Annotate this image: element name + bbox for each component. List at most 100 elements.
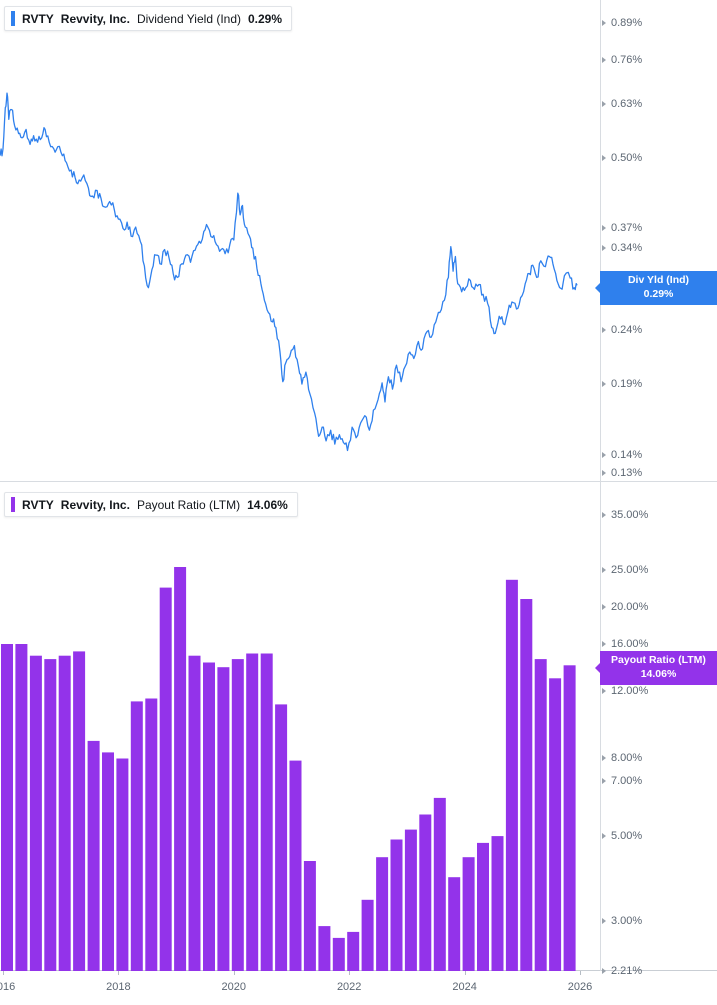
payout-ratio-bar xyxy=(145,698,158,971)
x-axis-year-label: 2020 xyxy=(221,981,247,993)
x-tick xyxy=(464,971,466,975)
payout-ratio-bar xyxy=(433,797,446,971)
dividend-yield-y-axis: Div Yld (Ind) 0.29% 0.89% 0.76% 0.63% 0.50%… xyxy=(595,0,717,481)
payout-ratio-bar xyxy=(477,842,489,971)
payout-ratio-bar xyxy=(15,644,28,971)
dividend-yield-line xyxy=(0,92,578,452)
y-tick-label: 3.00% xyxy=(600,914,642,928)
dividend-yield-line-chart[interactable] xyxy=(0,0,600,482)
y-tick-label: 7.00% xyxy=(600,774,642,788)
y-axis-line xyxy=(600,0,601,1005)
badge-label: Payout Ratio (LTM) xyxy=(611,654,706,667)
metric-label: Payout Ratio (LTM) xyxy=(136,497,241,512)
series-color-chip xyxy=(11,11,15,26)
y-tick-label: 5.00% xyxy=(600,829,642,843)
company-name: Revvity, Inc. xyxy=(60,11,130,26)
tick-arrow-icon xyxy=(602,833,606,840)
tick-arrow-icon xyxy=(602,567,606,574)
y-tick-label: 0.24% xyxy=(600,323,642,337)
y-tick-label: 2.21% xyxy=(600,964,642,978)
x-tick xyxy=(118,971,120,975)
payout-ratio-bar xyxy=(549,678,562,971)
payout-ratio-bar xyxy=(275,704,288,971)
tick-arrow-icon xyxy=(602,777,606,784)
payout-ratio-bar xyxy=(44,659,57,971)
payout-ratio-bar xyxy=(332,937,345,971)
y-tick-label: 0.14% xyxy=(600,448,642,462)
payout-ratio-bar xyxy=(361,899,374,971)
ticker-label: RVTY xyxy=(22,11,54,26)
tick-arrow-icon xyxy=(602,381,606,388)
payout-ratio-bar xyxy=(534,659,547,971)
tick-arrow-icon xyxy=(602,154,606,161)
x-axis-year-label: 2016 xyxy=(0,981,16,993)
payout-ratio-bar-chart[interactable] xyxy=(0,482,600,971)
y-tick-label: 0.76% xyxy=(600,53,642,67)
payout-ratio-panel: RVTY Revvity, Inc. Payout Ratio (LTM) 14… xyxy=(0,482,717,977)
tick-arrow-icon xyxy=(602,755,606,762)
x-tick xyxy=(349,971,351,975)
payout-ratio-bar xyxy=(130,701,143,971)
tick-arrow-icon xyxy=(602,20,606,27)
payout-ratio-bar xyxy=(174,567,187,971)
series-color-chip xyxy=(11,497,15,512)
payout-ratio-bar xyxy=(29,655,42,971)
payout-ratio-bar xyxy=(188,655,201,971)
payout-ratio-bar xyxy=(448,877,461,971)
badge-label: Div Yld (Ind) xyxy=(627,274,690,287)
payout-ratio-bar xyxy=(217,667,230,971)
tick-arrow-icon xyxy=(602,640,606,647)
y-tick-label: 0.89% xyxy=(600,16,642,30)
tick-arrow-icon xyxy=(602,469,606,476)
payout-ratio-bar xyxy=(289,760,302,971)
payout-ratio-bar xyxy=(246,653,259,971)
y-tick-label: 0.19% xyxy=(600,377,642,391)
y-tick-label: 0.50% xyxy=(600,151,642,165)
tick-arrow-icon xyxy=(602,225,606,232)
x-tick xyxy=(580,971,581,975)
payout-ratio-bar xyxy=(505,579,518,971)
metric-value: 0.29% xyxy=(248,11,283,26)
payout-ratio-bar xyxy=(73,651,86,971)
badge-pointer-icon xyxy=(595,282,600,293)
x-axis-year-label: 2022 xyxy=(336,981,362,993)
tick-arrow-icon xyxy=(602,511,606,518)
badge-value: 14.06% xyxy=(640,667,677,680)
badge-pointer-icon xyxy=(595,662,600,673)
payout-ratio-legend: RVTY Revvity, Inc. Payout Ratio (LTM) 14… xyxy=(4,492,298,517)
payout-ratio-bar xyxy=(116,758,129,971)
dividend-yield-panel: RVTY Revvity, Inc. Dividend Yield (Ind) … xyxy=(0,0,717,482)
payout-ratio-bar xyxy=(347,931,360,971)
x-axis-year-label: 2024 xyxy=(452,981,477,993)
ticker-label: RVTY xyxy=(22,497,54,512)
payout-ratio-bar xyxy=(419,814,432,971)
payout-ratio-bar xyxy=(87,740,100,971)
tick-arrow-icon xyxy=(602,688,606,695)
tick-arrow-icon xyxy=(602,245,606,252)
y-tick-label: 0.13% xyxy=(600,466,642,480)
y-tick-label: 0.37% xyxy=(600,221,642,235)
y-tick-label: 35.00% xyxy=(600,508,648,522)
payout-ratio-value-badge: Payout Ratio (LTM) 14.06% xyxy=(595,651,717,685)
x-tick xyxy=(3,971,4,975)
y-tick-label: 8.00% xyxy=(600,751,642,765)
payout-ratio-bar xyxy=(318,926,331,971)
tick-arrow-icon xyxy=(602,326,606,333)
payout-ratio-bar xyxy=(491,836,504,971)
company-name: Revvity, Inc. xyxy=(60,497,130,512)
y-tick-label: 0.63% xyxy=(600,97,642,111)
dividend-yield-value-badge: Div Yld (Ind) 0.29% xyxy=(595,271,717,305)
payout-ratio-bar xyxy=(404,829,417,971)
payout-ratio-bar xyxy=(231,659,244,971)
payout-ratio-bar xyxy=(520,599,533,971)
payout-ratio-bar xyxy=(203,662,215,971)
metric-value: 14.06% xyxy=(247,497,288,512)
payout-ratio-bar xyxy=(462,857,475,971)
tick-arrow-icon xyxy=(602,968,606,974)
metric-label: Dividend Yield (Ind) xyxy=(136,11,241,26)
x-axis: 2016 2018 2020 2022 2024 2026 xyxy=(0,971,717,1005)
payout-ratio-bar xyxy=(102,752,114,971)
dividend-yield-legend: RVTY Revvity, Inc. Dividend Yield (Ind) … xyxy=(4,6,293,31)
payout-ratio-bar xyxy=(58,655,71,971)
